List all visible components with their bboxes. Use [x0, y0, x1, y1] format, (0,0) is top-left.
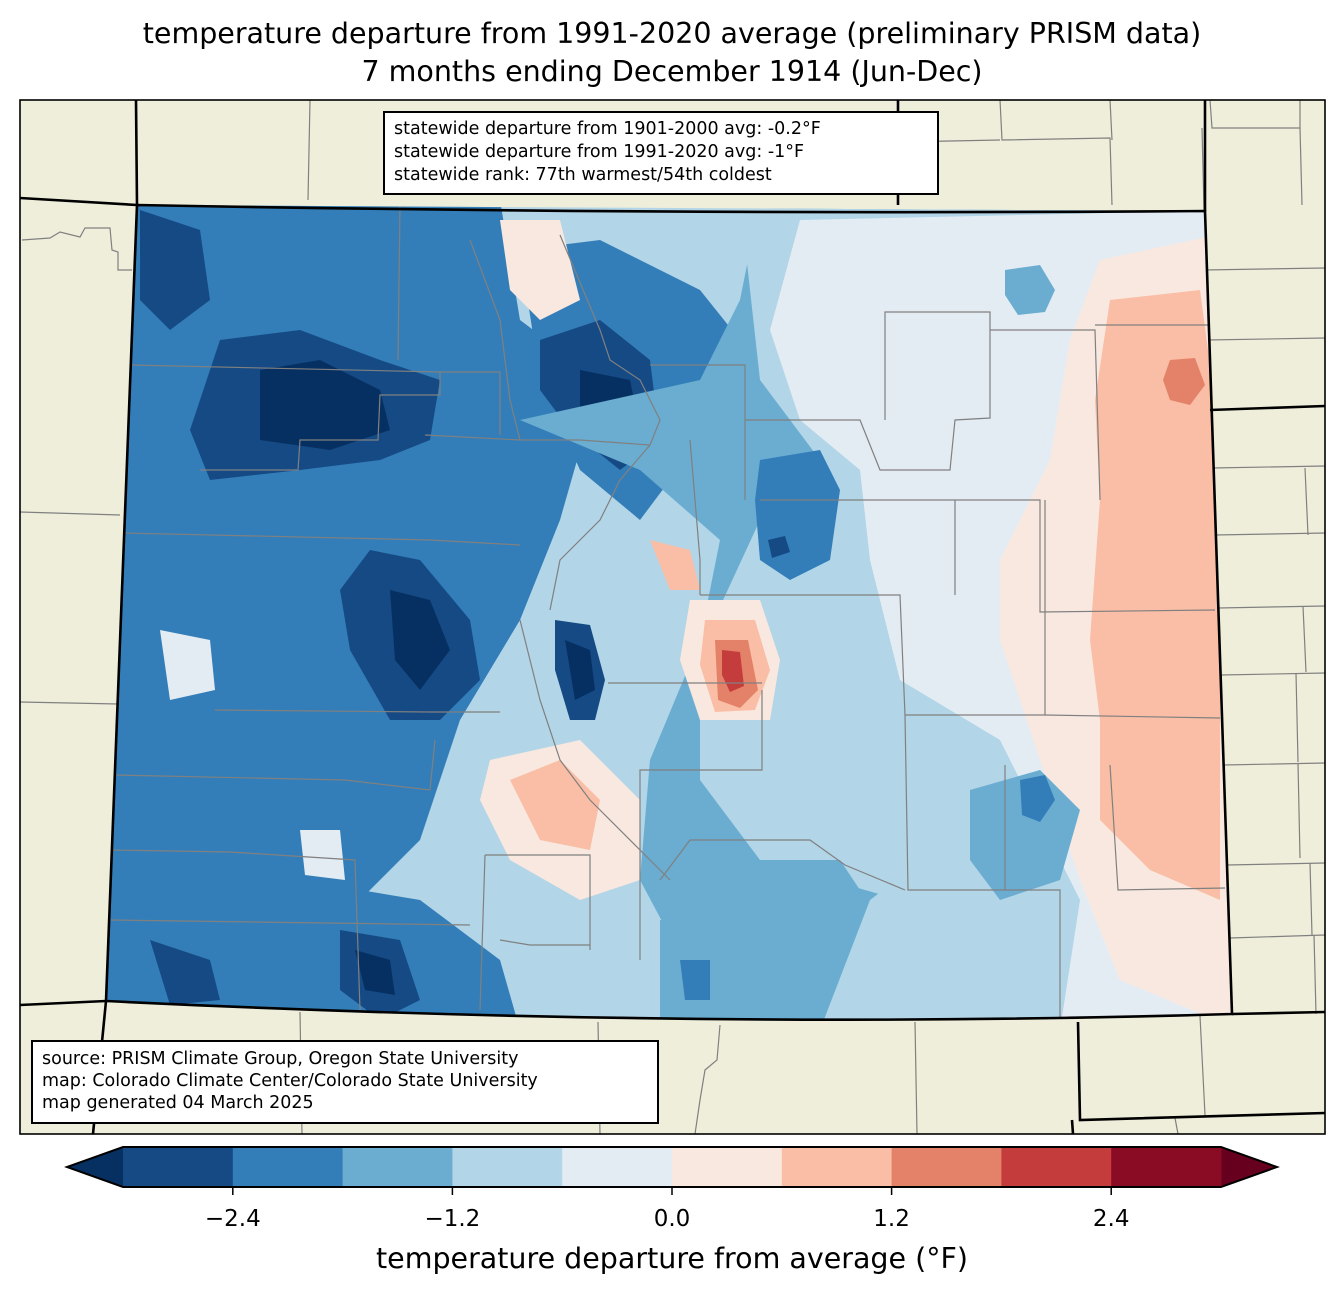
colorbar-bin-3 — [452, 1147, 563, 1187]
colorbar-tick-label: 1.2 — [873, 1206, 910, 1232]
colorbar-bin-6 — [781, 1147, 893, 1187]
colorado-border — [104, 203, 1234, 1021]
stats-line-1991-2020: statewide departure from 1991-2020 avg: … — [394, 142, 805, 162]
contour-east-warm-f9bea5 — [1090, 290, 1220, 900]
contour-gunnison-core-073062 — [565, 640, 595, 700]
contour-nw-core-073062 — [260, 360, 390, 450]
contour-wc-core-073062 — [390, 590, 450, 690]
contour-pikes-c53c3d — [722, 650, 744, 692]
contour-denver-154a85 — [768, 536, 790, 558]
contour-east-hot-e48169 — [1163, 358, 1205, 405]
contour-se-337eb8 — [1020, 775, 1055, 822]
map-credit-line: map: Colorado Climate Center/Colorado St… — [42, 1071, 538, 1091]
colorbar-tick-label: 0.0 — [653, 1206, 691, 1232]
colorbar-bin-8 — [1001, 1147, 1112, 1187]
statewide-stats-box: statewide departure from 1901-2000 avg: … — [383, 111, 939, 195]
colorbar-outline — [64, 1146, 1280, 1188]
contour-sl-f9bea5 — [650, 540, 700, 590]
contour-denver-337eb8 — [755, 450, 840, 580]
colorbar-tick-label: −2.4 — [204, 1206, 261, 1232]
contour-nparks-f9e8e0 — [500, 220, 580, 320]
contour-ne-6aadd1 — [1005, 265, 1055, 315]
contour-south-6aadd1 — [720, 860, 860, 930]
contour-south-337eb8 — [680, 960, 710, 1000]
map-frame — [19, 99, 1326, 1135]
colorbar-tick-label: −1.2 — [424, 1206, 481, 1232]
contour-light-wc-e4ecf3 — [160, 630, 215, 700]
contour-light-ws-e4ecf3 — [300, 830, 345, 880]
contour-sw-154a85 — [150, 940, 220, 1005]
contour-nw-154a85 — [140, 210, 210, 330]
colorbar-bin-9 — [1111, 1147, 1222, 1187]
colorbar-tick-label: 2.4 — [1092, 1206, 1130, 1232]
map-title-line-2: 7 months ending December 1914 (Jun-Dec) — [361, 55, 983, 88]
generated-date-line: map generated 04 March 2025 — [42, 1093, 314, 1113]
colorbar-under-extend — [67, 1147, 123, 1187]
stats-line-rank: statewide rank: 77th warmest/54th coldes… — [394, 165, 772, 185]
colorbar-bin-1 — [232, 1147, 344, 1187]
stats-line-1901-2000: statewide departure from 1901-2000 avg: … — [394, 119, 821, 139]
colorado-county-lines — [109, 205, 1226, 1020]
temperature-contour-field — [106, 205, 1232, 1020]
source-credits-box: source: PRISM Climate Group, Oregon Stat… — [31, 1040, 659, 1124]
colorbar-bin-7 — [891, 1147, 1002, 1187]
colorbar-over-extend — [1221, 1147, 1277, 1187]
colorbar — [64, 1146, 1280, 1195]
colorbar-bin-0 — [123, 1147, 234, 1187]
colorbar-bin-5 — [672, 1147, 783, 1187]
colorbar-bin-2 — [342, 1147, 453, 1187]
source-line: source: PRISM Climate Group, Oregon Stat… — [42, 1049, 519, 1069]
map-title-line-1: temperature departure from 1991-2020 ave… — [142, 17, 1202, 50]
contour-swcore2-073062 — [355, 950, 395, 995]
colorbar-label: temperature departure from average (°F) — [375, 1242, 968, 1275]
colorbar-bin-4 — [562, 1147, 673, 1187]
